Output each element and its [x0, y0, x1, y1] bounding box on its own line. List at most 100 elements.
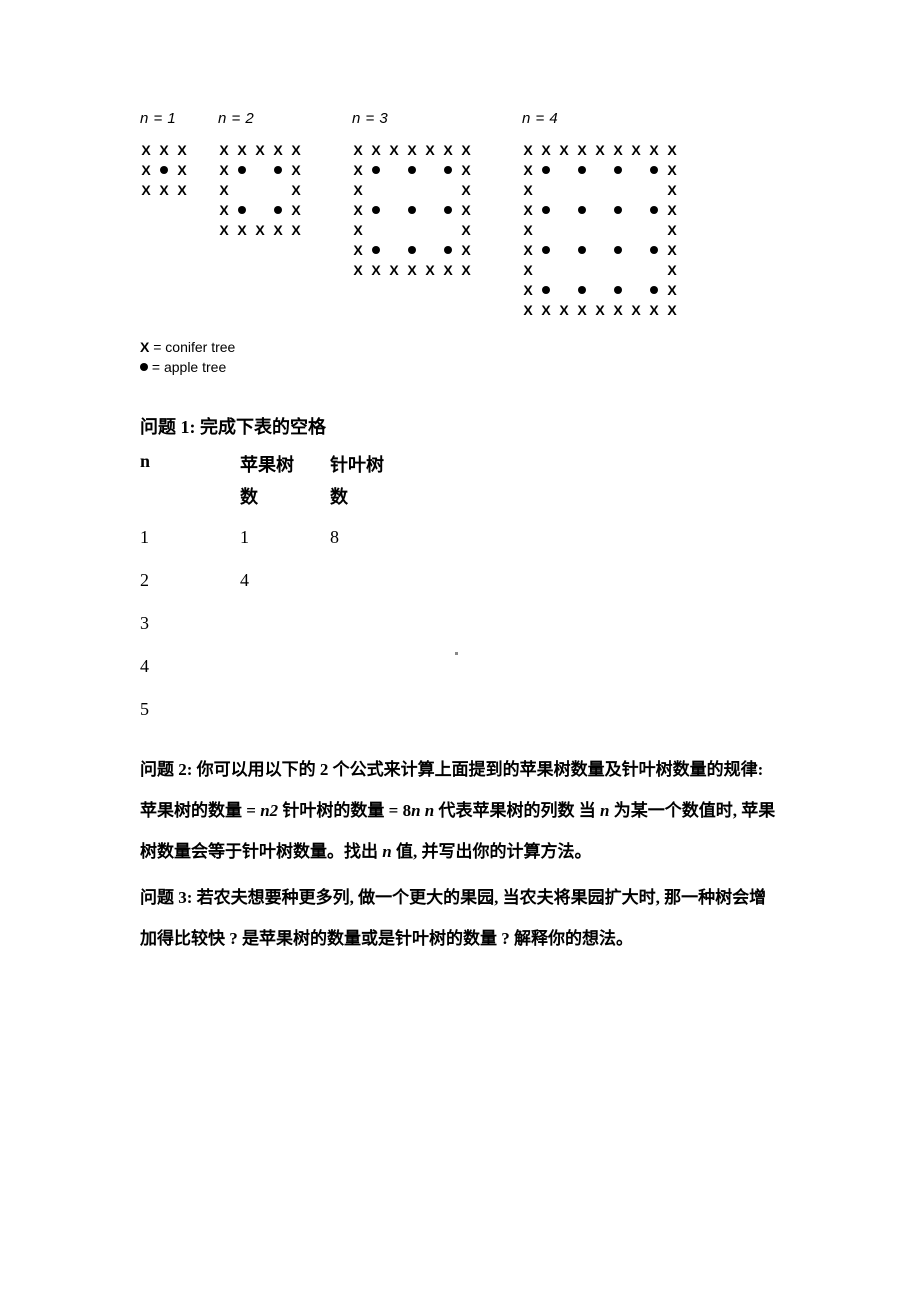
grid-cell [442, 221, 454, 239]
grid-cell [576, 221, 588, 239]
q2-n: n n [411, 801, 434, 820]
grid-cell: X [612, 141, 624, 159]
grid-cell [612, 181, 624, 199]
grid-cell [612, 161, 624, 179]
dot-icon [372, 206, 380, 214]
grid-cell [576, 241, 588, 259]
grid-cell [442, 241, 454, 259]
cell-apple: 1 [240, 527, 330, 548]
grid-cell: X [666, 181, 678, 199]
grid-cell: X [666, 281, 678, 299]
cell-apple: 4 [240, 570, 330, 591]
header-apple: 苹果树 [240, 451, 330, 477]
header-n: n [140, 451, 240, 477]
dot-icon [578, 246, 586, 254]
dot-icon [408, 166, 416, 174]
grid-cell [388, 221, 400, 239]
grid-cell [540, 281, 552, 299]
dot-icon [578, 206, 586, 214]
grid-cell [648, 241, 660, 259]
dot-icon [444, 246, 452, 254]
dot-icon [542, 286, 550, 294]
grid-cell: X [522, 181, 534, 199]
grid-cell [630, 161, 642, 179]
grid-cell: X [648, 301, 660, 319]
grid-cell: X [594, 141, 606, 159]
grid-cell [576, 181, 588, 199]
grid-cell [370, 161, 382, 179]
grid-cell [648, 201, 660, 219]
grid-cell [630, 201, 642, 219]
grid-cell [406, 201, 418, 219]
grid-cell: X [540, 301, 552, 319]
legend: X = conifer tree = apple tree [140, 339, 780, 375]
grid-cell [630, 221, 642, 239]
header-conifer: 针叶树 [330, 451, 420, 477]
grid-cell: X [522, 141, 534, 159]
grid-cell: X [442, 141, 454, 159]
grid-cell [272, 161, 284, 179]
grid-cell: X [460, 261, 472, 279]
dot-icon [274, 206, 282, 214]
dot-icon [408, 246, 416, 254]
dot-icon [650, 206, 658, 214]
grid-cell [442, 201, 454, 219]
grid-cell [594, 221, 606, 239]
grid-cell: X [666, 261, 678, 279]
grid-cell [648, 181, 660, 199]
grid-cell [442, 181, 454, 199]
grid-cell: X [254, 221, 266, 239]
grid-cell: X [218, 201, 230, 219]
grid-cell: X [370, 141, 382, 159]
grid-cell: X [460, 161, 472, 179]
cell-n: 4 [140, 656, 240, 677]
q2-text: 针叶树的数量 = 8 [278, 801, 411, 820]
dot-icon [650, 286, 658, 294]
diagram-row: n = 1 XXXXXXXX n = 2 XXXXXXXXXXXXXXXX n … [140, 110, 780, 319]
legend-conifer: X = conifer tree [140, 339, 780, 355]
grid-cell [424, 161, 436, 179]
q2-text: 值, 并写出你的计算方法。 [392, 842, 592, 861]
grid-cell: X [290, 161, 302, 179]
grid-cell [612, 281, 624, 299]
dot-icon [614, 246, 622, 254]
grid-cell [388, 201, 400, 219]
grid-cell [540, 201, 552, 219]
grid-cell [406, 161, 418, 179]
diagram-grid: XXXXXXXXXXXXXXXXXXXXXXXX [352, 141, 472, 279]
grid-cell [406, 221, 418, 239]
grid-cell: X [218, 141, 230, 159]
grid-cell: X [522, 241, 534, 259]
grid-cell: X [158, 141, 170, 159]
grid-cell: X [352, 141, 364, 159]
dot-icon [614, 286, 622, 294]
cell-conifer [330, 570, 420, 591]
grid-cell: X [522, 281, 534, 299]
diagram-label: n = 2 [218, 110, 302, 127]
grid-cell [540, 181, 552, 199]
diagram-grid: XXXXXXXXXXXXXXXXXXXXXXXXXXXXXXXX [522, 141, 678, 319]
grid-cell [158, 161, 170, 179]
grid-cell: X [352, 221, 364, 239]
dot-icon [140, 363, 148, 371]
grid-cell [236, 201, 248, 219]
grid-cell: X [460, 141, 472, 159]
grid-cell [558, 241, 570, 259]
grid-cell [612, 261, 624, 279]
grid-cell: X [558, 141, 570, 159]
q3-body: 问题 3: 若农夫想要种更多列, 做一个更大的果园, 当农夫将果园扩大时, 那一… [140, 878, 780, 960]
grid-cell [388, 241, 400, 259]
grid-cell: X [236, 141, 248, 159]
grid-cell [272, 181, 284, 199]
grid-cell: X [424, 261, 436, 279]
grid-cell [594, 181, 606, 199]
grid-cell [254, 181, 266, 199]
dot-icon [444, 166, 452, 174]
grid-cell: X [352, 201, 364, 219]
grid-cell [424, 241, 436, 259]
cell-apple [240, 656, 330, 677]
grid-cell: X [612, 301, 624, 319]
grid-cell: X [522, 201, 534, 219]
dot-icon [238, 166, 246, 174]
table-row: 24 [140, 570, 780, 591]
